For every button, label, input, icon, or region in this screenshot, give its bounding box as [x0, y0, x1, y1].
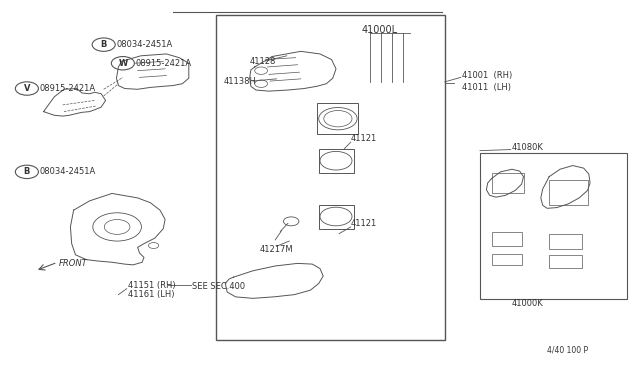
Text: 41217M: 41217M [260, 246, 294, 254]
Bar [216, 15, 445, 340]
Bar [319, 205, 354, 229]
Bar [492, 254, 522, 265]
Bar [549, 255, 582, 268]
Text: 41000L: 41000L [362, 25, 397, 35]
Text: 41128: 41128 [250, 57, 276, 65]
Text: 41001  (RH): 41001 (RH) [462, 71, 513, 80]
Text: 41151 (RH): 41151 (RH) [128, 281, 175, 290]
Text: 08915-2421A: 08915-2421A [40, 84, 96, 93]
Text: 41000K: 41000K [512, 299, 544, 308]
Text: 41080K: 41080K [512, 143, 544, 152]
Bar [549, 234, 582, 249]
Bar [317, 103, 358, 134]
Text: FRONT: FRONT [59, 259, 88, 268]
Bar [492, 173, 524, 193]
Text: 08034-2451A: 08034-2451A [40, 167, 96, 176]
Text: SEE SEC.400: SEE SEC.400 [192, 282, 245, 291]
Text: 4/40 100 P: 4/40 100 P [547, 346, 588, 355]
Text: 41161 (LH): 41161 (LH) [128, 290, 175, 299]
Text: 41121: 41121 [351, 219, 377, 228]
Text: V: V [24, 84, 30, 93]
Text: 08915-2421A: 08915-2421A [136, 59, 192, 68]
Text: 41121: 41121 [351, 134, 377, 143]
Bar [549, 180, 588, 205]
Text: B: B [24, 167, 30, 176]
Text: 41011  (LH): 41011 (LH) [462, 83, 511, 92]
Bar [319, 149, 354, 173]
Text: 41138H: 41138H [224, 77, 257, 86]
Bar [492, 232, 522, 246]
Text: B: B [100, 40, 107, 49]
Text: 08034-2451A: 08034-2451A [116, 40, 173, 49]
Bar [480, 153, 627, 299]
Text: W: W [118, 59, 127, 68]
